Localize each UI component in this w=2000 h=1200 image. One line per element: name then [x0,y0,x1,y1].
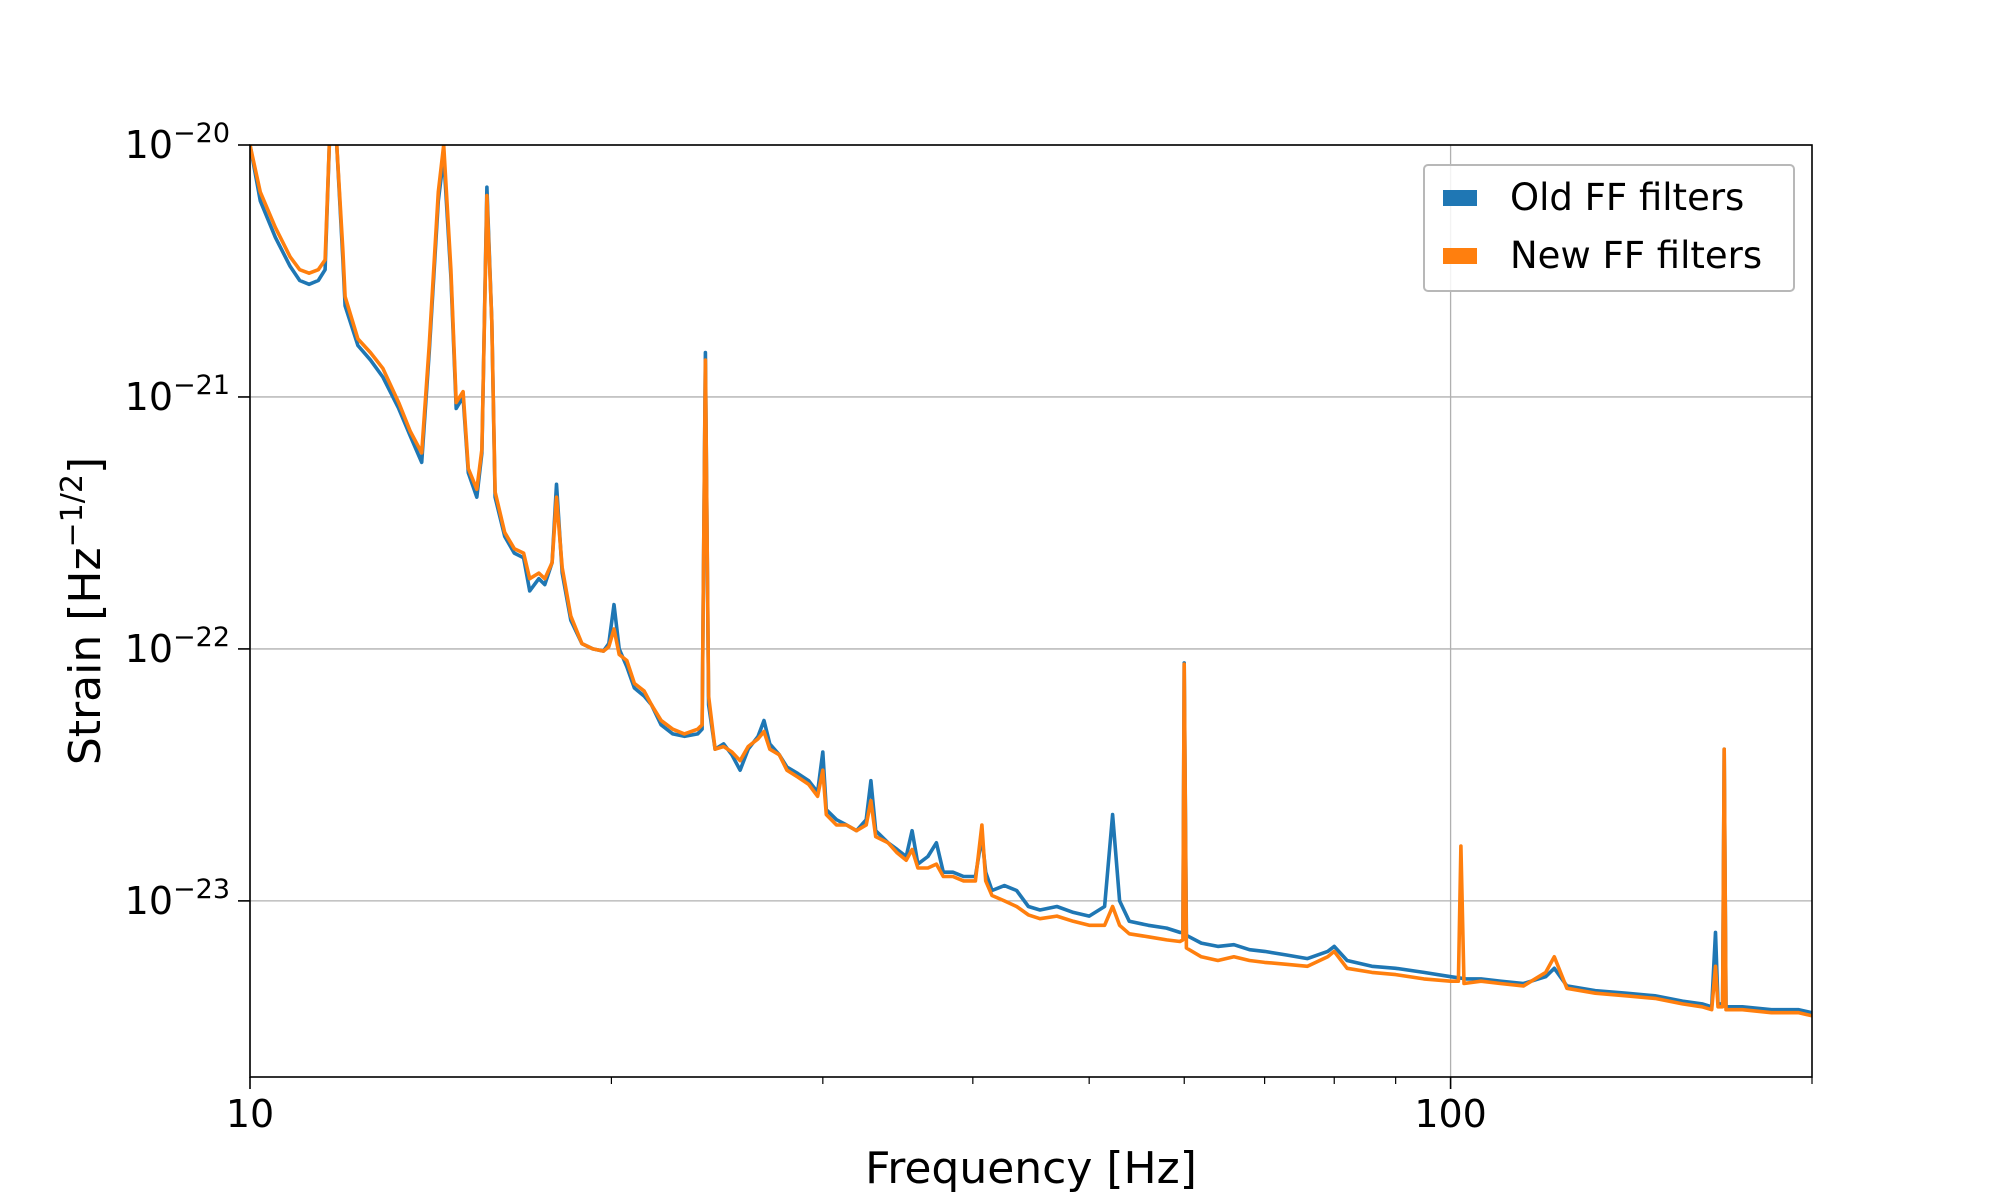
y-axis-title: Strain [Hz−1/2] [55,457,111,765]
x-axis-title: Frequency [Hz] [865,1143,1197,1194]
y-tick-label-base: 10 [125,879,173,923]
series-lines [250,145,1812,1018]
plot-frame [249,144,1813,1078]
legend-box [1423,164,1795,292]
legend-swatch-old [1443,190,1477,206]
x-tick-label: 10 [226,1092,274,1136]
y-tick-label-exponent: −22 [173,622,230,653]
series-line-new-ff-filters [250,145,1812,1018]
y-tick-label-exponent: −21 [173,370,230,401]
y-tick-label-base: 10 [125,627,173,671]
y-tick-label: 10−20 [125,118,230,167]
legend-swatch-new [1443,248,1477,264]
y-tick-label-base: 10 [125,123,173,167]
y-tick-label-exponent: −23 [173,874,230,905]
y-axis-title-base: Strain [Hz [60,547,111,765]
y-tick-label-base: 10 [125,375,173,419]
y-tick-label-exponent: −20 [173,118,230,149]
y-tick-label: 10−22 [125,622,230,671]
legend-label-new: New FF filters [1510,234,1762,277]
legend: Old FF filters New FF filters [1423,164,1795,292]
x-axis-ticks: 10 100 [226,1077,1487,1136]
legend-label-old: Old FF filters [1510,176,1744,219]
y-axis-title-tail: ] [60,457,111,474]
plot-background [250,145,1812,1077]
y-tick-label: 10−21 [125,370,230,419]
x-minor-ticks [610,1077,1813,1084]
x-tick-label: 100 [1414,1092,1487,1136]
y-tick-label: 10−23 [125,874,230,923]
y-axis-title-exponent: −1/2 [55,474,90,547]
